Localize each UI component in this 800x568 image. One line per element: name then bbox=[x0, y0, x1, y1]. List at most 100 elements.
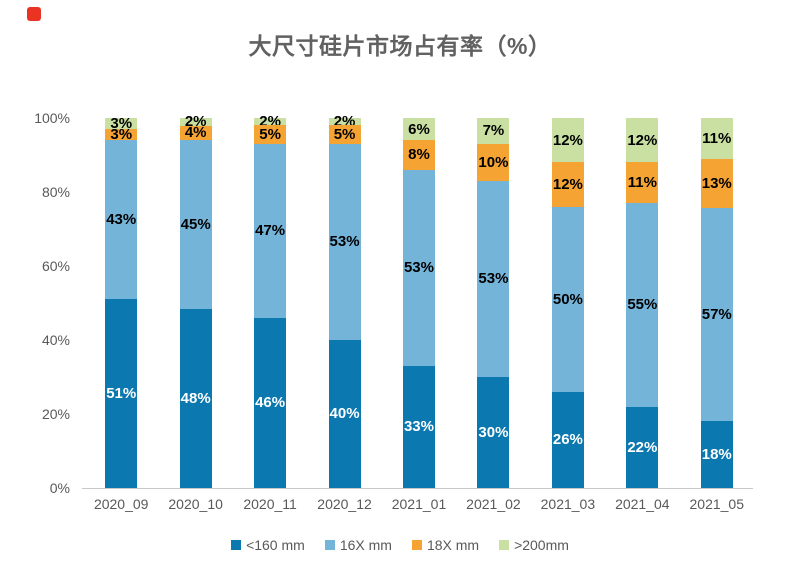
segment-value-label: 10% bbox=[478, 153, 509, 171]
x-axis-label: 2021_02 bbox=[466, 496, 521, 512]
bar-segment: 22% bbox=[626, 406, 659, 488]
bar-segment: 8% bbox=[402, 140, 435, 170]
legend-label: <160 mm bbox=[246, 537, 305, 553]
legend: <160 mm 16X mm 18X mm >200mm bbox=[0, 537, 800, 553]
bar-segment: 30% bbox=[477, 376, 510, 488]
segment-value-label: 51% bbox=[106, 385, 137, 403]
legend-item: <160 mm bbox=[231, 537, 305, 553]
y-axis-tick-label: 20% bbox=[41, 406, 70, 422]
segment-value-label: 13% bbox=[701, 174, 732, 192]
legend-label: 16X mm bbox=[339, 537, 392, 553]
y-axis-tick-label: 0% bbox=[49, 480, 70, 496]
bar-segment: 55% bbox=[626, 203, 659, 407]
stacked-bar: 2% 5% 47% 46% bbox=[254, 114, 287, 488]
stacked-bar: 11% 13% 57% 18% bbox=[700, 118, 733, 488]
x-axis-line bbox=[82, 488, 753, 489]
segment-value-label: 5% bbox=[259, 126, 281, 144]
segment-value-label: 53% bbox=[478, 270, 509, 288]
bar-segment: 6% bbox=[402, 118, 435, 141]
segment-value-label: 53% bbox=[329, 233, 360, 251]
stacked-bar: 12% 12% 50% 26% bbox=[551, 118, 584, 488]
segment-value-label: 18% bbox=[701, 445, 732, 463]
bar-segment: 11% bbox=[700, 118, 733, 160]
segment-value-label: 6% bbox=[408, 120, 430, 138]
segment-value-label: 12% bbox=[627, 131, 658, 149]
bar-segment: 5% bbox=[254, 125, 287, 144]
y-axis-tick-label: 60% bbox=[41, 258, 70, 274]
bar-segment: 45% bbox=[179, 140, 212, 309]
stacked-bar: 2% 5% 53% 40% bbox=[328, 114, 361, 488]
legend-label: 18X mm bbox=[426, 537, 480, 553]
y-axis-tick-label: 40% bbox=[41, 332, 70, 348]
legend-label: >200mm bbox=[514, 537, 569, 553]
bar-segment: 43% bbox=[105, 140, 138, 300]
segment-value-label: 43% bbox=[106, 211, 137, 229]
segment-value-label: 40% bbox=[329, 405, 360, 423]
segment-value-label: 11% bbox=[702, 130, 732, 148]
bar-segment: 4% bbox=[179, 124, 212, 142]
segment-value-label: 48% bbox=[180, 389, 211, 407]
x-axis-label: 2020_11 bbox=[243, 496, 297, 512]
legend-swatch bbox=[231, 540, 242, 550]
legend-swatch bbox=[324, 540, 335, 550]
bar-segment: 53% bbox=[328, 143, 361, 340]
segment-value-label: 33% bbox=[403, 418, 434, 436]
segment-value-label: 12% bbox=[552, 176, 583, 194]
bar-segment: 12% bbox=[626, 118, 659, 163]
stacked-bar: 3% 3% 43% 51% bbox=[105, 115, 138, 488]
segment-value-label: 22% bbox=[627, 438, 658, 456]
bar-segment: 18% bbox=[700, 420, 733, 488]
bar-segment: 3% bbox=[105, 115, 138, 133]
plot-area: 3% 3% 43% 51% 2% 4% 45% 48% 2% 5% 47% 46% 2% 5% 53% 40%… bbox=[84, 114, 754, 488]
stacked-bar: 2% 4% 45% 48% bbox=[179, 114, 212, 488]
x-axis-labels: 2020_09 2020_10 2020_11 2020_12 2021_01 2021_… bbox=[84, 496, 754, 512]
bar-segment: 46% bbox=[254, 317, 287, 488]
segment-value-label: 5% bbox=[333, 126, 356, 144]
bar-segment: 10% bbox=[477, 143, 510, 181]
x-axis-label: 2020_09 bbox=[93, 496, 149, 512]
bar-segment: 48% bbox=[179, 308, 212, 488]
segment-value-label: 12% bbox=[552, 131, 583, 149]
segment-value-label: 57% bbox=[701, 305, 732, 323]
segment-value-label: 55% bbox=[627, 296, 658, 314]
bar-segment: 26% bbox=[551, 391, 584, 488]
x-axis-label: 2021_03 bbox=[540, 496, 596, 512]
legend-swatch bbox=[499, 540, 510, 550]
y-axis-tick-label: 80% bbox=[41, 184, 70, 200]
bar-segment: 33% bbox=[402, 365, 435, 488]
segment-value-label: 30% bbox=[478, 423, 509, 441]
bar-segment: 51% bbox=[105, 299, 138, 488]
segment-value-label: 45% bbox=[180, 215, 211, 233]
segment-value-label: 3% bbox=[110, 115, 133, 133]
segment-value-label: 8% bbox=[408, 146, 430, 164]
red-square-marker bbox=[27, 7, 41, 21]
bar-segment: 7% bbox=[477, 118, 510, 144]
stacked-bar: 7% 10% 53% 30% bbox=[477, 118, 510, 488]
stacked-bar: 6% 8% 53% 33% bbox=[402, 118, 435, 488]
bar-segment: 12% bbox=[551, 118, 584, 163]
x-axis-label: 2020_12 bbox=[317, 496, 372, 512]
bar-segment: 2% bbox=[254, 114, 287, 129]
stacked-bar: 12% 11% 55% 22% bbox=[626, 118, 659, 488]
chart-title: 大尺寸硅片市场占有率（%） bbox=[248, 33, 552, 59]
segment-value-label: 4% bbox=[184, 124, 207, 142]
bar-segment: 11% bbox=[626, 162, 659, 204]
segment-value-label: 11% bbox=[627, 174, 657, 192]
bar-segment: 53% bbox=[477, 180, 510, 377]
legend-item: 16X mm bbox=[324, 537, 392, 553]
bar-segment: 3% bbox=[105, 126, 138, 144]
segment-value-label: 26% bbox=[552, 431, 583, 449]
bar-segment: 47% bbox=[254, 143, 287, 318]
bar-segment: 53% bbox=[402, 169, 435, 366]
legend-swatch bbox=[411, 540, 422, 550]
y-axis-tick-label: 100% bbox=[34, 110, 70, 126]
bar-segment: 57% bbox=[700, 207, 733, 421]
segment-value-label: 7% bbox=[482, 122, 505, 140]
bar-segment: 2% bbox=[328, 114, 361, 129]
x-axis-label: 2021_04 bbox=[615, 496, 670, 512]
x-axis-label: 2020_10 bbox=[168, 496, 223, 512]
bar-segment: 40% bbox=[328, 339, 361, 488]
segment-value-label: 3% bbox=[110, 126, 133, 144]
segment-value-label: 50% bbox=[552, 290, 583, 308]
legend-item: >200mm bbox=[499, 537, 569, 553]
